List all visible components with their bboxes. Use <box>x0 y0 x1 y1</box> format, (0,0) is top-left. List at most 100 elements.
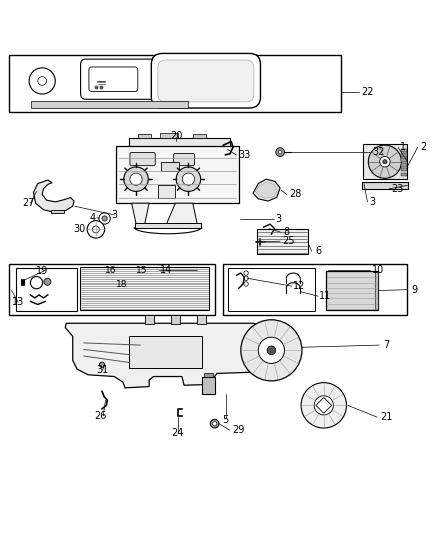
Circle shape <box>210 419 219 428</box>
Bar <box>401 158 407 161</box>
Circle shape <box>276 148 285 157</box>
Bar <box>375 272 378 309</box>
Circle shape <box>30 277 42 289</box>
Circle shape <box>99 213 110 224</box>
Circle shape <box>29 68 55 94</box>
Bar <box>10 55 341 111</box>
Bar <box>51 210 64 213</box>
Bar <box>401 168 407 171</box>
Bar <box>10 264 215 314</box>
Polygon shape <box>33 180 74 212</box>
Text: 32: 32 <box>372 147 384 157</box>
Bar <box>401 163 407 166</box>
Circle shape <box>102 216 107 221</box>
Text: 5: 5 <box>223 415 229 425</box>
Text: 6: 6 <box>315 246 321 256</box>
Circle shape <box>267 346 276 354</box>
Text: 27: 27 <box>22 198 35 208</box>
FancyBboxPatch shape <box>151 53 261 108</box>
Text: 18: 18 <box>117 280 128 289</box>
Circle shape <box>130 173 142 185</box>
Bar <box>171 316 180 324</box>
Circle shape <box>244 282 248 286</box>
Bar <box>401 154 407 157</box>
Circle shape <box>176 167 201 191</box>
Text: 10: 10 <box>372 265 384 275</box>
Text: 4: 4 <box>90 213 96 223</box>
Circle shape <box>279 150 282 154</box>
Text: 30: 30 <box>74 224 86 235</box>
Circle shape <box>244 276 248 280</box>
Circle shape <box>99 362 105 367</box>
Text: 33: 33 <box>239 150 251 160</box>
Bar <box>161 161 179 171</box>
FancyBboxPatch shape <box>158 60 254 102</box>
Circle shape <box>244 271 248 275</box>
Text: 3: 3 <box>370 197 376 207</box>
Text: 7: 7 <box>383 340 389 350</box>
Circle shape <box>380 157 390 167</box>
Text: 24: 24 <box>171 429 184 438</box>
Circle shape <box>124 167 148 191</box>
Bar <box>401 173 407 176</box>
Bar <box>117 147 239 203</box>
Polygon shape <box>132 203 149 224</box>
Text: 31: 31 <box>96 366 108 375</box>
Bar <box>135 223 201 228</box>
Text: 3: 3 <box>276 214 282 224</box>
Bar <box>197 316 206 324</box>
Circle shape <box>258 337 285 364</box>
Text: 14: 14 <box>160 265 172 275</box>
Polygon shape <box>253 179 280 201</box>
Bar <box>362 182 408 189</box>
Bar <box>204 373 213 376</box>
Text: 15: 15 <box>136 266 148 276</box>
Bar <box>326 271 378 310</box>
Bar <box>193 134 206 138</box>
Circle shape <box>212 422 217 426</box>
Text: 9: 9 <box>411 285 417 295</box>
Bar <box>158 185 175 198</box>
Bar <box>138 134 151 138</box>
Text: 20: 20 <box>170 131 182 141</box>
Circle shape <box>368 145 402 179</box>
Text: 19: 19 <box>35 266 48 276</box>
Circle shape <box>241 320 302 381</box>
Text: 8: 8 <box>284 228 290 237</box>
Bar <box>145 316 153 324</box>
Circle shape <box>301 383 346 428</box>
Text: 26: 26 <box>95 411 107 421</box>
Text: 13: 13 <box>12 297 24 308</box>
Bar <box>160 133 177 138</box>
Polygon shape <box>166 203 197 224</box>
Bar <box>31 101 188 108</box>
FancyBboxPatch shape <box>81 59 167 99</box>
Bar <box>202 376 215 394</box>
Circle shape <box>87 221 105 238</box>
Text: 28: 28 <box>289 189 301 199</box>
Bar <box>401 149 407 152</box>
Bar <box>228 268 315 311</box>
Text: 1: 1 <box>400 142 406 152</box>
Text: 23: 23 <box>392 184 404 194</box>
Text: 22: 22 <box>361 87 374 97</box>
Bar <box>16 268 77 311</box>
Polygon shape <box>316 398 332 413</box>
Circle shape <box>182 173 194 185</box>
Circle shape <box>38 77 46 85</box>
Text: 12: 12 <box>293 281 306 291</box>
FancyBboxPatch shape <box>89 67 138 92</box>
Circle shape <box>44 278 51 285</box>
Text: 25: 25 <box>283 236 295 246</box>
Text: 21: 21 <box>381 412 393 422</box>
Bar <box>130 336 201 368</box>
Bar <box>363 144 407 179</box>
FancyBboxPatch shape <box>130 152 155 166</box>
Bar <box>223 264 407 314</box>
Circle shape <box>314 395 333 415</box>
Circle shape <box>92 226 99 233</box>
Polygon shape <box>65 323 285 388</box>
Text: 11: 11 <box>319 291 332 301</box>
Polygon shape <box>255 182 278 198</box>
Text: 29: 29 <box>232 425 244 435</box>
